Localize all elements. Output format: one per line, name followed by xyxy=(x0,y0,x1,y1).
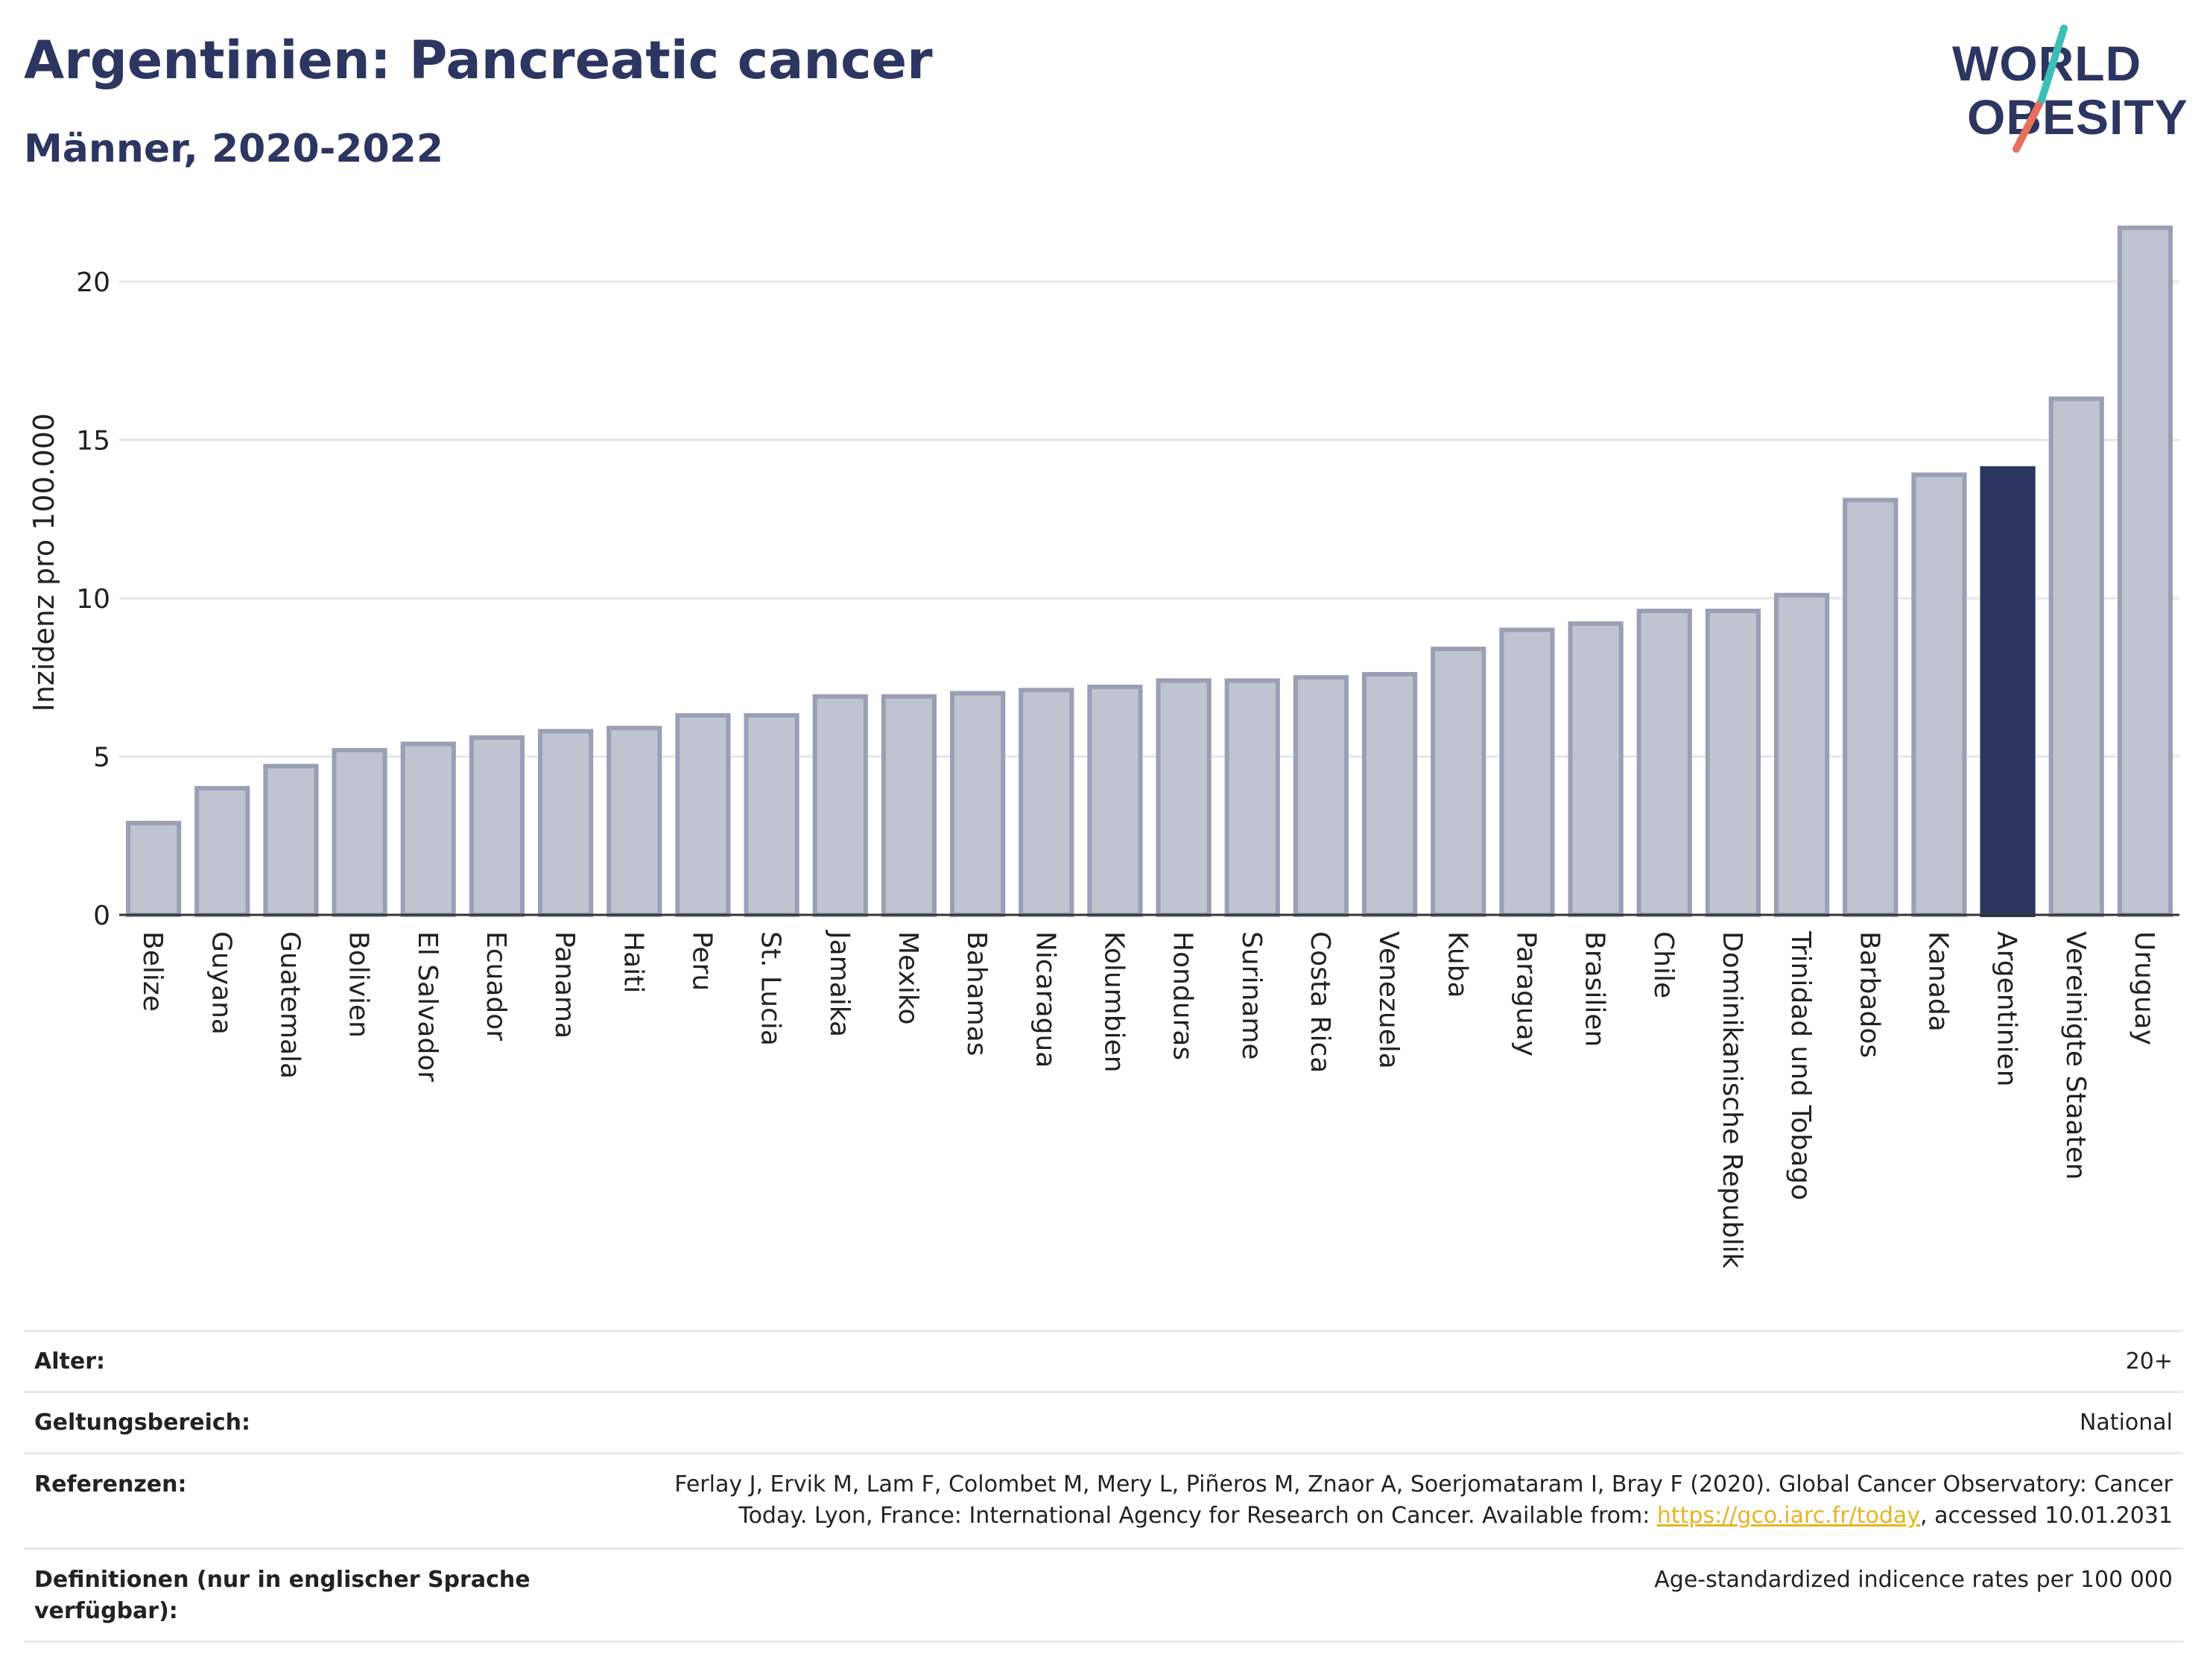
y-tick-label: 15 xyxy=(76,426,110,457)
x-tick-label: Nicaragua xyxy=(1030,931,1060,1068)
references-link[interactable]: https://gco.iarc.fr/today xyxy=(1656,1503,1921,1529)
bar-jamaika xyxy=(812,694,868,917)
bar-venezuela xyxy=(1361,672,1418,917)
bar-nicaragua xyxy=(1019,688,1074,917)
age-value: 20+ xyxy=(2125,1348,2173,1375)
meta-row-definitions: Definitionen (nur in englischer Sprache … xyxy=(24,1547,2183,1643)
bar-vereinigte-staaten xyxy=(2048,396,2104,917)
x-tick-label: Bahamas xyxy=(961,931,992,1056)
y-axis-label: Inzidenz pro 100.000 xyxy=(28,413,60,712)
x-tick-label: Belize xyxy=(137,931,168,1012)
bar-haiti xyxy=(607,726,662,917)
x-tick-label: Guyana xyxy=(206,931,236,1035)
x-tick-label: Kolumbien xyxy=(1098,931,1129,1073)
bar-suriname xyxy=(1224,678,1280,917)
bar-uruguay xyxy=(2117,225,2173,917)
page-subtitle: Männer, 2020-2022 xyxy=(24,127,444,171)
bar-honduras xyxy=(1156,678,1212,917)
x-tick-label: Haiti xyxy=(618,931,648,993)
x-tick-label: Jamaika xyxy=(824,930,855,1037)
scope-label: Geltungsbereich: xyxy=(34,1409,251,1436)
definitions-value: Age-standardized indicence rates per 100… xyxy=(1654,1567,2173,1593)
x-tick-label: Peru xyxy=(686,931,717,991)
y-tick-label: 0 xyxy=(93,901,110,931)
bar-chile xyxy=(1636,609,1692,917)
x-tick-label: Dominikanische Republik xyxy=(1717,931,1747,1269)
y-tick-label: 20 xyxy=(76,267,110,298)
bar-belize xyxy=(125,820,182,917)
x-tick-label: Honduras xyxy=(1168,931,1198,1060)
bar-brasilien xyxy=(1568,621,1624,917)
definitions-label: Definitionen (nur in englischer Sprache … xyxy=(34,1567,531,1624)
references-label: Referenzen: xyxy=(34,1471,187,1497)
scope-value: National xyxy=(2079,1409,2173,1436)
logo-text-obesity: OBESITY xyxy=(1967,89,2188,145)
x-tick-label: Uruguay xyxy=(2129,931,2159,1045)
x-tick-label: Brasilien xyxy=(1580,931,1610,1047)
bar-paraguay xyxy=(1499,627,1555,917)
bar-trinidad-und-tobago xyxy=(1773,592,1830,917)
references-text-1: Ferlay J, Ervik M, Lam F, Colombet M, Me… xyxy=(674,1471,2173,1529)
x-tick-label: Kuba xyxy=(1442,931,1472,998)
bar-guyana xyxy=(194,786,250,917)
bar-kolumbien xyxy=(1087,685,1143,917)
bar-argentinien xyxy=(1980,466,2036,917)
x-tick-label: Paraguay xyxy=(1510,931,1541,1056)
age-label: Alter: xyxy=(34,1348,105,1375)
x-tick-label: Suriname xyxy=(1236,931,1267,1060)
meta-row-age: Alter: 20+ xyxy=(24,1330,2183,1391)
references-text-2: , accessed 10.01.2031 xyxy=(1920,1503,2173,1529)
bar-bolivien xyxy=(332,748,387,917)
bar-costa-rica xyxy=(1293,675,1349,917)
bar-st-lucia xyxy=(744,713,799,917)
x-tick-label: Costa Rica xyxy=(1305,931,1335,1073)
x-tick-label: Vereinigte Staaten xyxy=(2060,931,2091,1180)
x-tick-label: St. Lucia xyxy=(756,931,786,1046)
x-tick-label: Guatemala xyxy=(274,931,305,1079)
x-tick-label: Barbados xyxy=(1854,931,1884,1058)
x-tick-label: Kanada xyxy=(1922,931,1953,1032)
x-tick-label: Argentinien xyxy=(1992,931,2022,1087)
logo-slash-red xyxy=(2013,96,2045,153)
x-tick-label: Venezuela xyxy=(1373,931,1404,1069)
bar-barbados xyxy=(1843,498,1899,917)
x-tick-label: El Salvador xyxy=(412,931,443,1082)
bar-chart: 0 5 10 15 20 Belize Guyana Guatemala Bolivien El… xyxy=(28,225,2179,1269)
bar-kanada xyxy=(1911,472,1967,917)
bar-kuba xyxy=(1431,647,1486,917)
page-title: Argentinien: Pancreatic cancer xyxy=(24,30,933,91)
x-tick-label: Mexiko xyxy=(893,931,923,1024)
metadata-table: Alter: 20+ Geltungsbereich: National Ref… xyxy=(24,1330,2183,1643)
references-value: Ferlay J, Ervik M, Lam F, Colombet M, Me… xyxy=(608,1469,2183,1532)
bar-ecuador xyxy=(469,735,525,917)
meta-row-references: Referenzen: Ferlay J, Ervik M, Lam F, Co… xyxy=(24,1452,2183,1547)
bar-peru xyxy=(675,713,731,917)
x-tick-label: Panama xyxy=(549,931,580,1039)
world-obesity-logo: WORLD OBESITY xyxy=(1952,25,2188,153)
meta-row-scope: Geltungsbereich: National xyxy=(24,1391,2183,1452)
bar-bahamas xyxy=(949,691,1006,917)
bar-guatemala xyxy=(263,764,319,917)
bar-mexiko xyxy=(881,694,937,917)
bar-el-salvador xyxy=(400,741,456,917)
bar-panama xyxy=(537,729,594,917)
x-tick-label: Ecuador xyxy=(481,931,511,1041)
x-tick-label: Chile xyxy=(1648,931,1679,998)
bar-dominikanische-republik xyxy=(1705,609,1761,917)
logo-slash-teal xyxy=(2038,25,2068,104)
y-tick-label: 5 xyxy=(93,743,110,773)
x-tick-label: Bolivien xyxy=(343,931,374,1038)
x-tick-label: Trinidad und Tobago xyxy=(1785,931,1816,1200)
y-tick-label: 10 xyxy=(76,584,110,615)
